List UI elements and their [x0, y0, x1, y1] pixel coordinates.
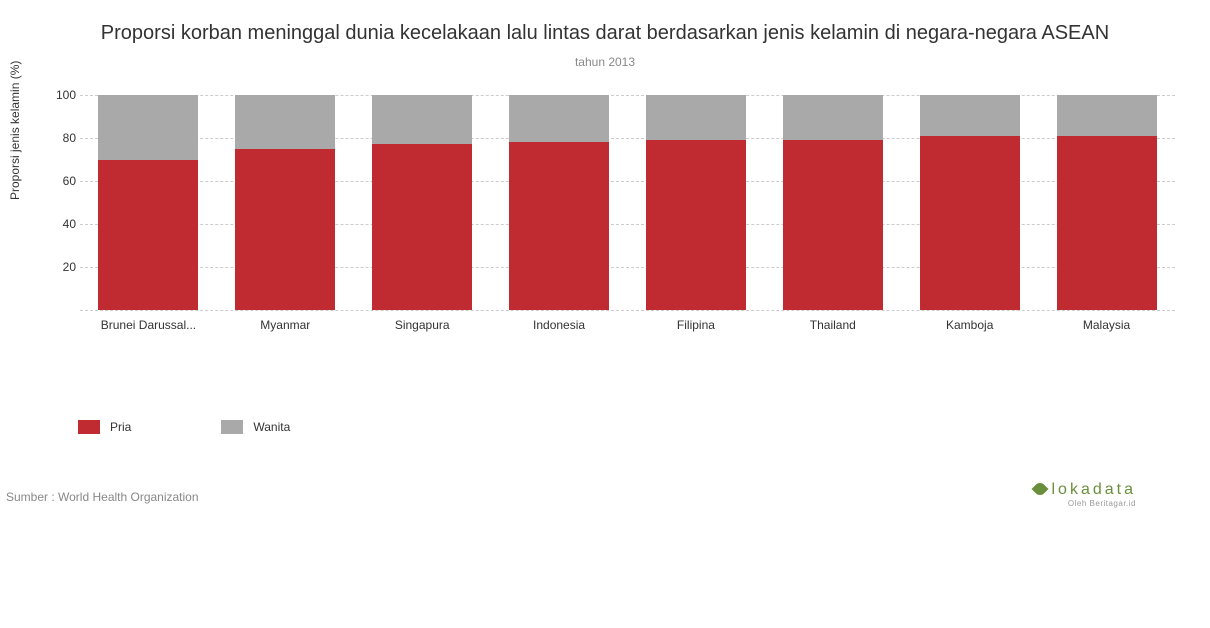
y-tick: 60 [46, 174, 76, 188]
legend-swatch [221, 420, 243, 434]
brand-sub: Oleh Beritagar.id [1034, 500, 1137, 508]
bar-segment-pria [509, 142, 609, 310]
x-label: Indonesia [491, 318, 628, 332]
legend-label: Wanita [253, 420, 290, 434]
x-label: Kamboja [901, 318, 1038, 332]
source-text: Sumber : World Health Organization [6, 490, 199, 504]
x-label: Malaysia [1038, 318, 1175, 332]
y-tick: 40 [46, 217, 76, 231]
chart-title: Proporsi korban meninggal dunia kecelaka… [0, 0, 1210, 45]
bar-segment-pria [98, 160, 198, 311]
bar-segment-wanita [235, 95, 335, 149]
bar [372, 95, 472, 310]
legend: Pria Wanita [78, 420, 290, 434]
brand-name: lokadata [1052, 481, 1137, 498]
bar-segment-wanita [509, 95, 609, 142]
bar-segment-wanita [1057, 95, 1157, 136]
legend-item: Pria [78, 420, 131, 434]
bar-segment-pria [783, 140, 883, 310]
y-axis-label: Proporsi jenis kelamin (%) [8, 61, 22, 200]
bar [98, 95, 198, 310]
bar [646, 95, 746, 310]
bar-segment-pria [235, 149, 335, 310]
x-label: Filipina [628, 318, 765, 332]
bar-segment-wanita [920, 95, 1020, 136]
bar-segment-pria [372, 144, 472, 310]
y-tick: 100 [46, 88, 76, 102]
bar-segment-pria [1057, 136, 1157, 310]
bar [509, 95, 609, 310]
bar [1057, 95, 1157, 310]
x-label: Singapura [354, 318, 491, 332]
x-label: Myanmar [217, 318, 354, 332]
chart-subtitle: tahun 2013 [0, 55, 1210, 69]
bar-segment-wanita [646, 95, 746, 140]
leaf-icon [1031, 481, 1048, 498]
y-tick: 80 [46, 131, 76, 145]
bar-segment-wanita [98, 95, 198, 160]
bar [920, 95, 1020, 310]
bar [783, 95, 883, 310]
grid-line [80, 310, 1175, 311]
bar-segment-wanita [783, 95, 883, 140]
bar-segment-pria [646, 140, 746, 310]
bar [235, 95, 335, 310]
legend-swatch [78, 420, 100, 434]
legend-label: Pria [110, 420, 131, 434]
y-tick: 20 [46, 260, 76, 274]
brand-logo: lokadata Oleh Beritagar.id [1034, 482, 1137, 508]
bar-segment-pria [920, 136, 1020, 310]
chart-plot-area [80, 95, 1175, 310]
bar-segment-wanita [372, 95, 472, 144]
x-label: Thailand [764, 318, 901, 332]
x-axis-labels: Brunei Darussal...MyanmarSingapuraIndone… [80, 318, 1175, 332]
legend-item: Wanita [221, 420, 290, 434]
x-label: Brunei Darussal... [80, 318, 217, 332]
